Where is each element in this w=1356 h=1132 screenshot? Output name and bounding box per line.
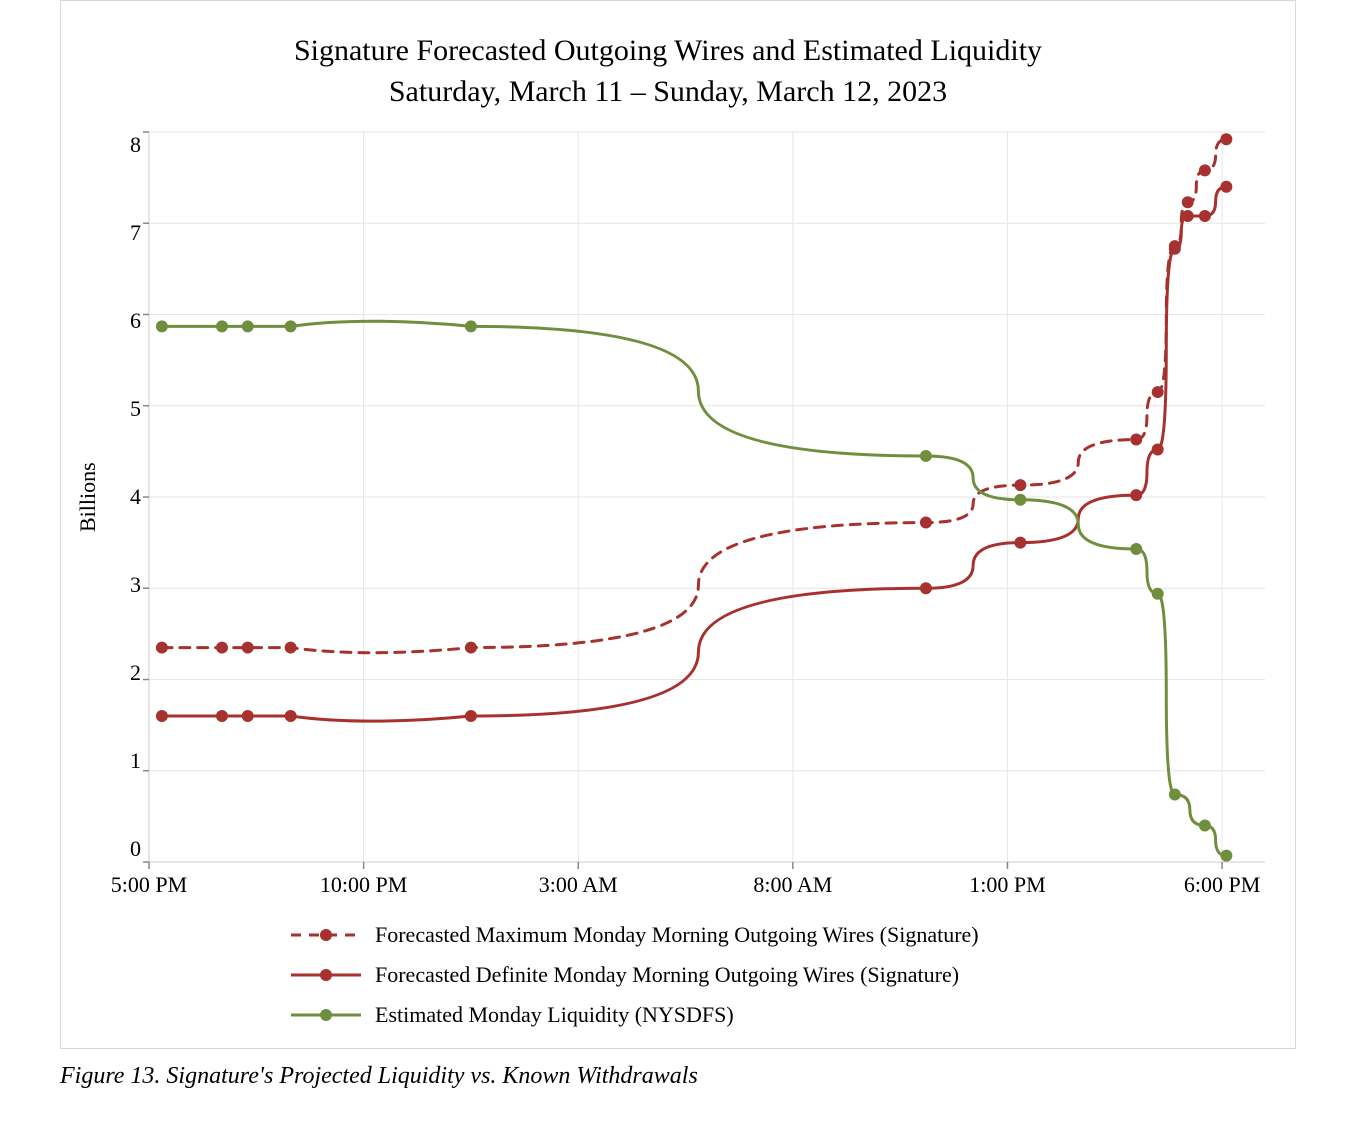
marker-liquidity bbox=[242, 320, 254, 332]
x-tick-labels: 5:00 PM10:00 PM3:00 AM8:00 AM1:00 PM6:00… bbox=[149, 872, 1265, 902]
marker-max_wires bbox=[920, 517, 932, 529]
marker-max_wires bbox=[156, 642, 168, 654]
marker-max_wires bbox=[242, 642, 254, 654]
marker-def_wires bbox=[1130, 489, 1142, 501]
legend-swatch bbox=[291, 925, 361, 945]
marker-max_wires bbox=[216, 642, 228, 654]
marker-liquidity bbox=[216, 320, 228, 332]
marker-def_wires bbox=[465, 710, 477, 722]
legend-item-liquidity: Estimated Monday Liquidity (NYSDFS) bbox=[291, 1002, 734, 1028]
y-tick: 2 bbox=[130, 660, 141, 686]
marker-def_wires bbox=[1199, 210, 1211, 222]
marker-max_wires bbox=[1220, 133, 1232, 145]
marker-liquidity bbox=[1152, 588, 1164, 600]
marker-liquidity bbox=[1199, 820, 1211, 832]
marker-liquidity bbox=[156, 320, 168, 332]
marker-liquidity bbox=[285, 320, 297, 332]
marker-max_wires bbox=[1130, 434, 1142, 446]
marker-max_wires bbox=[1182, 196, 1194, 208]
chart-title: Signature Forecasted Outgoing Wires and … bbox=[71, 31, 1265, 112]
y-tick: 5 bbox=[130, 396, 141, 422]
y-tick-labels: 8 7 6 5 4 3 2 1 0 bbox=[109, 132, 141, 862]
legend-item-def_wires: Forecasted Definite Monday Morning Outgo… bbox=[291, 962, 959, 988]
marker-def_wires bbox=[920, 582, 932, 594]
marker-max_wires bbox=[1152, 386, 1164, 398]
chart-svg bbox=[149, 132, 1265, 862]
marker-liquidity bbox=[1169, 788, 1181, 800]
legend-label: Estimated Monday Liquidity (NYSDFS) bbox=[375, 1002, 734, 1028]
marker-def_wires bbox=[156, 710, 168, 722]
legend: Forecasted Maximum Monday Morning Outgoi… bbox=[71, 922, 1265, 1028]
marker-def_wires bbox=[1220, 181, 1232, 193]
marker-def_wires bbox=[216, 710, 228, 722]
marker-liquidity bbox=[920, 450, 932, 462]
y-tick: 0 bbox=[130, 836, 141, 862]
y-axis-label: Billions bbox=[71, 132, 105, 862]
x-tick: 1:00 PM bbox=[969, 872, 1045, 898]
legend-item-max_wires: Forecasted Maximum Monday Morning Outgoi… bbox=[291, 922, 979, 948]
x-tick: 5:00 PM bbox=[111, 872, 187, 898]
chart-title-line1: Signature Forecasted Outgoing Wires and … bbox=[294, 34, 1042, 67]
marker-max_wires bbox=[1199, 164, 1211, 176]
marker-max_wires bbox=[465, 642, 477, 654]
x-tick: 6:00 PM bbox=[1184, 872, 1260, 898]
marker-def_wires bbox=[1014, 537, 1026, 549]
marker-def_wires bbox=[1169, 243, 1181, 255]
series-def_wires bbox=[162, 187, 1226, 721]
marker-def_wires bbox=[242, 710, 254, 722]
marker-def_wires bbox=[285, 710, 297, 722]
plot-area: 876543210 5:00 PM10:00 PM3:00 AM8:00 AM1… bbox=[149, 132, 1265, 862]
series-max_wires bbox=[162, 139, 1226, 652]
chart-container: Signature Forecasted Outgoing Wires and … bbox=[60, 0, 1296, 1049]
x-tick: 10:00 PM bbox=[320, 872, 407, 898]
chart-title-line2: Saturday, March 11 – Sunday, March 12, 2… bbox=[389, 75, 947, 108]
legend-swatch bbox=[291, 965, 361, 985]
x-tick: 3:00 AM bbox=[539, 872, 618, 898]
y-tick: 8 bbox=[130, 132, 141, 158]
marker-def_wires bbox=[1152, 444, 1164, 456]
legend-swatch bbox=[291, 1005, 361, 1025]
marker-liquidity bbox=[1130, 543, 1142, 555]
marker-liquidity bbox=[1220, 850, 1232, 862]
legend-label: Forecasted Maximum Monday Morning Outgoi… bbox=[375, 922, 979, 948]
legend-label: Forecasted Definite Monday Morning Outgo… bbox=[375, 962, 959, 988]
marker-max_wires bbox=[285, 642, 297, 654]
x-tick: 8:00 AM bbox=[753, 872, 832, 898]
figure-caption: Figure 13. Signature's Projected Liquidi… bbox=[60, 1063, 1296, 1090]
marker-liquidity bbox=[465, 320, 477, 332]
marker-def_wires bbox=[1182, 210, 1194, 222]
marker-max_wires bbox=[1014, 479, 1026, 491]
marker-liquidity bbox=[1014, 494, 1026, 506]
y-tick: 7 bbox=[130, 220, 141, 246]
y-tick: 4 bbox=[130, 484, 141, 510]
y-tick: 1 bbox=[130, 748, 141, 774]
y-tick: 3 bbox=[130, 572, 141, 598]
y-tick: 6 bbox=[130, 308, 141, 334]
